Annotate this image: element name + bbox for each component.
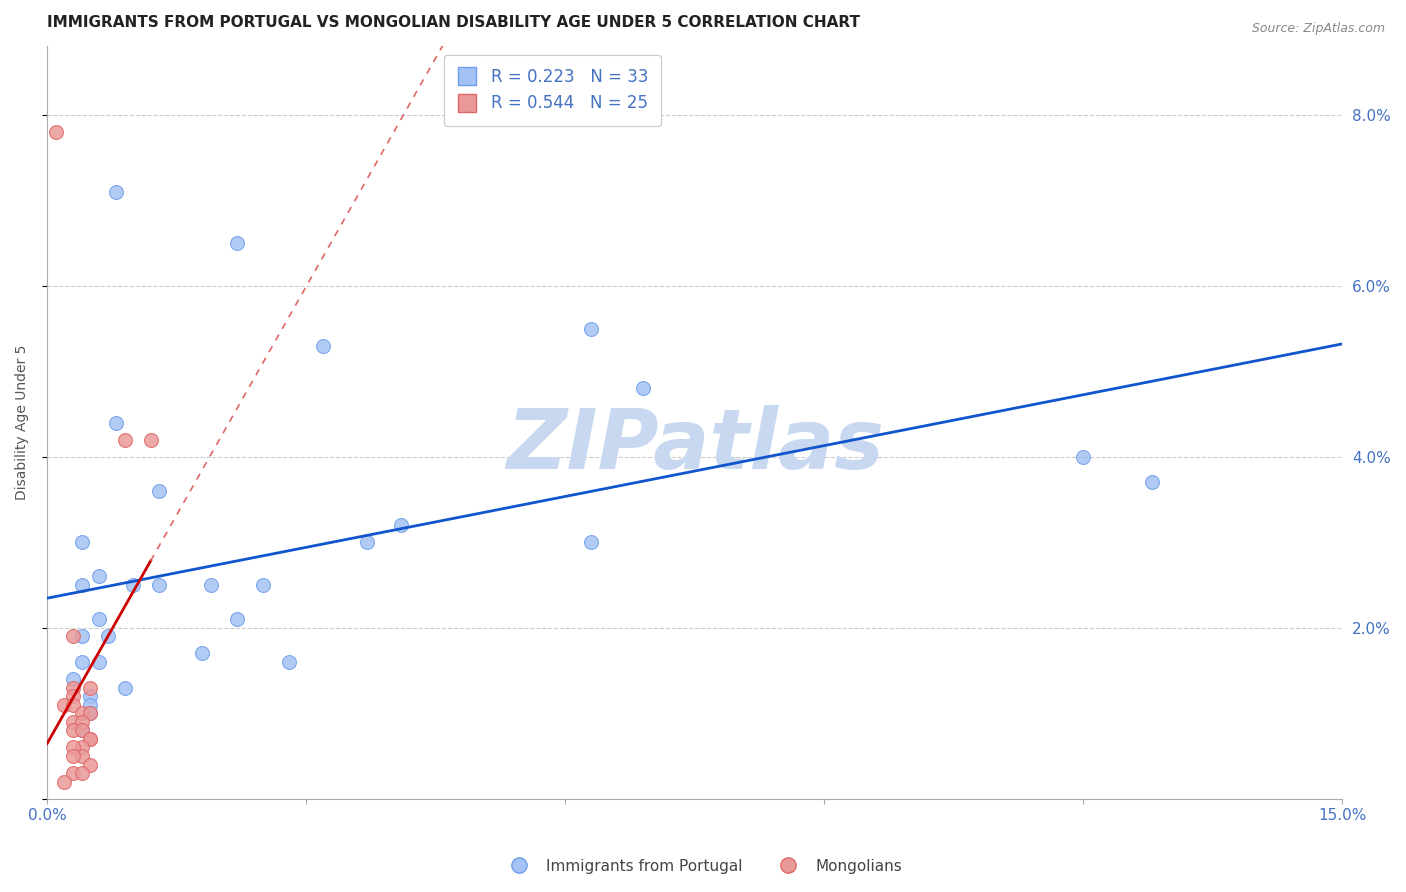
Point — [70, 723, 93, 738]
Point — [62, 749, 84, 764]
Point — [148, 578, 170, 592]
Point — [114, 681, 136, 695]
Point — [70, 706, 93, 721]
Point — [79, 706, 101, 721]
Point — [62, 766, 84, 780]
Text: Source: ZipAtlas.com: Source: ZipAtlas.com — [1251, 22, 1385, 36]
Point — [389, 518, 412, 533]
Legend: R = 0.223   N = 33, R = 0.544   N = 25: R = 0.223 N = 33, R = 0.544 N = 25 — [444, 54, 661, 126]
Point — [105, 416, 128, 430]
Point — [87, 612, 110, 626]
Point — [356, 535, 378, 549]
Point — [1073, 450, 1095, 464]
Point — [70, 629, 93, 643]
Point — [79, 698, 101, 712]
Point — [200, 578, 222, 592]
Point — [70, 714, 93, 729]
Point — [122, 578, 145, 592]
Point — [79, 689, 101, 703]
Point — [62, 740, 84, 755]
Point — [87, 569, 110, 583]
Point — [277, 655, 299, 669]
Point — [191, 647, 214, 661]
Point — [79, 731, 101, 746]
Point — [148, 483, 170, 498]
Point — [79, 731, 101, 746]
Point — [53, 774, 76, 789]
Point — [226, 236, 249, 251]
Point — [79, 681, 101, 695]
Point — [70, 740, 93, 755]
Point — [70, 749, 93, 764]
Point — [62, 689, 84, 703]
Point — [579, 535, 602, 549]
Point — [105, 185, 128, 199]
Point — [79, 706, 101, 721]
Point — [45, 125, 67, 139]
Point — [226, 612, 249, 626]
Point — [252, 578, 274, 592]
Point — [70, 766, 93, 780]
Point — [79, 757, 101, 772]
Point — [312, 339, 335, 353]
Point — [579, 321, 602, 335]
Point — [53, 698, 76, 712]
Point — [62, 681, 84, 695]
Point — [62, 629, 84, 643]
Point — [70, 578, 93, 592]
Point — [62, 723, 84, 738]
Point — [1142, 475, 1164, 490]
Point — [631, 381, 654, 395]
Legend: Immigrants from Portugal, Mongolians: Immigrants from Portugal, Mongolians — [498, 853, 908, 880]
Text: IMMIGRANTS FROM PORTUGAL VS MONGOLIAN DISABILITY AGE UNDER 5 CORRELATION CHART: IMMIGRANTS FROM PORTUGAL VS MONGOLIAN DI… — [46, 15, 860, 30]
Point — [70, 723, 93, 738]
Point — [96, 629, 118, 643]
Text: ZIPatlas: ZIPatlas — [506, 405, 883, 485]
Point — [87, 655, 110, 669]
Point — [139, 433, 162, 447]
Point — [70, 535, 93, 549]
Y-axis label: Disability Age Under 5: Disability Age Under 5 — [15, 345, 30, 500]
Point — [114, 433, 136, 447]
Point — [62, 698, 84, 712]
Point — [70, 655, 93, 669]
Point — [62, 714, 84, 729]
Point — [62, 672, 84, 686]
